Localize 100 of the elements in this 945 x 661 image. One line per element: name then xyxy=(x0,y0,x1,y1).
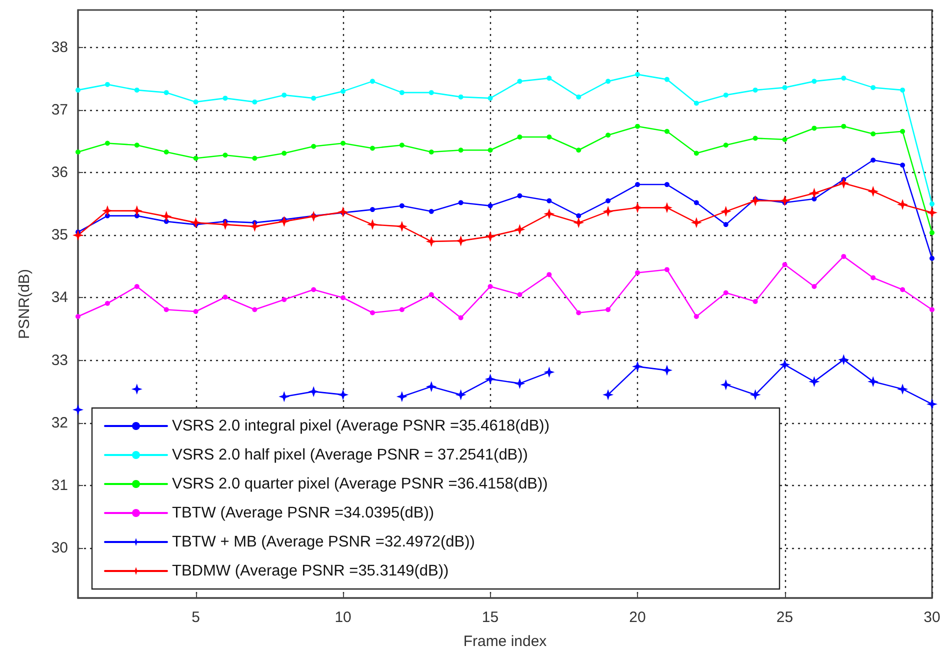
legend-label: TBTW + MB (Average PSNR =32.4972(dB)) xyxy=(172,534,475,550)
point xyxy=(458,315,464,320)
point xyxy=(930,256,934,261)
point xyxy=(222,96,228,101)
point xyxy=(134,284,140,289)
legend-label: VSRS 2.0 integral pixel (Average PSNR =35.4618(dB)) xyxy=(172,418,550,434)
point xyxy=(455,389,466,400)
point xyxy=(488,203,493,208)
point xyxy=(131,205,142,216)
point xyxy=(278,216,290,227)
point xyxy=(72,404,84,416)
point xyxy=(870,131,876,136)
point xyxy=(841,76,846,81)
point xyxy=(841,124,846,129)
point xyxy=(104,140,110,146)
point xyxy=(930,201,934,206)
y-tick-label: 33 xyxy=(51,352,68,369)
point xyxy=(752,299,758,304)
point xyxy=(311,287,316,292)
point xyxy=(868,186,879,197)
point xyxy=(484,374,496,385)
point xyxy=(782,136,788,142)
point xyxy=(723,290,728,296)
point xyxy=(458,200,464,206)
point xyxy=(635,182,640,188)
point xyxy=(812,196,817,202)
point xyxy=(808,376,820,388)
point xyxy=(455,235,466,246)
point xyxy=(102,205,113,216)
point xyxy=(164,307,169,312)
point xyxy=(723,142,728,148)
point xyxy=(76,314,80,320)
point xyxy=(635,270,640,276)
point xyxy=(366,219,378,230)
point xyxy=(606,307,611,312)
point xyxy=(517,78,522,84)
point xyxy=(546,272,552,278)
point xyxy=(870,158,876,163)
x-tick-label: 15 xyxy=(482,609,499,626)
point xyxy=(252,156,258,161)
point xyxy=(458,148,464,153)
point xyxy=(694,150,699,156)
x-tick-label: 30 xyxy=(924,609,940,626)
point xyxy=(602,206,614,217)
point xyxy=(838,178,850,189)
point xyxy=(104,300,110,306)
point xyxy=(546,76,552,81)
point xyxy=(311,144,316,149)
point xyxy=(399,142,404,148)
point xyxy=(517,193,522,198)
point xyxy=(841,254,846,259)
point xyxy=(278,391,290,402)
x-tick-label: 10 xyxy=(334,609,352,626)
point xyxy=(690,217,702,228)
point xyxy=(900,128,906,134)
point xyxy=(193,99,198,104)
point xyxy=(311,96,316,101)
point xyxy=(370,146,375,151)
legend-label: VSRS 2.0 half pixel (Average PSNR = 37.2541(dB)) xyxy=(172,446,528,464)
point xyxy=(635,72,640,77)
point xyxy=(606,198,611,204)
point xyxy=(664,128,670,134)
point xyxy=(370,310,375,316)
point xyxy=(160,210,172,222)
point xyxy=(517,134,522,140)
point xyxy=(131,384,142,395)
point xyxy=(926,207,938,218)
point xyxy=(930,230,934,236)
point xyxy=(661,364,672,376)
point xyxy=(664,76,670,82)
point xyxy=(370,207,375,212)
point xyxy=(897,384,908,395)
point xyxy=(308,210,320,222)
point xyxy=(340,295,346,300)
point xyxy=(484,230,496,242)
y-tick-label: 36 xyxy=(51,164,68,182)
point xyxy=(635,124,640,129)
y-tick-label: 34 xyxy=(51,289,68,306)
point xyxy=(606,132,611,138)
point xyxy=(720,206,732,217)
point xyxy=(164,90,169,96)
point xyxy=(338,389,349,400)
point xyxy=(428,90,434,96)
point xyxy=(282,92,287,98)
legend-label: TBTW (Average PSNR =34.0395(dB)) xyxy=(172,504,434,522)
y-tick-label: 37 xyxy=(51,102,68,119)
point xyxy=(544,208,555,220)
point xyxy=(399,307,404,312)
point xyxy=(812,284,817,289)
point xyxy=(282,150,287,156)
point xyxy=(782,85,788,90)
point xyxy=(488,148,493,153)
point xyxy=(426,236,437,247)
point xyxy=(134,142,140,148)
point xyxy=(370,78,375,84)
point xyxy=(870,85,876,90)
y-axis-title: PSNR(dB) xyxy=(16,268,33,340)
point xyxy=(870,275,876,280)
point xyxy=(779,359,790,370)
point xyxy=(458,94,464,100)
